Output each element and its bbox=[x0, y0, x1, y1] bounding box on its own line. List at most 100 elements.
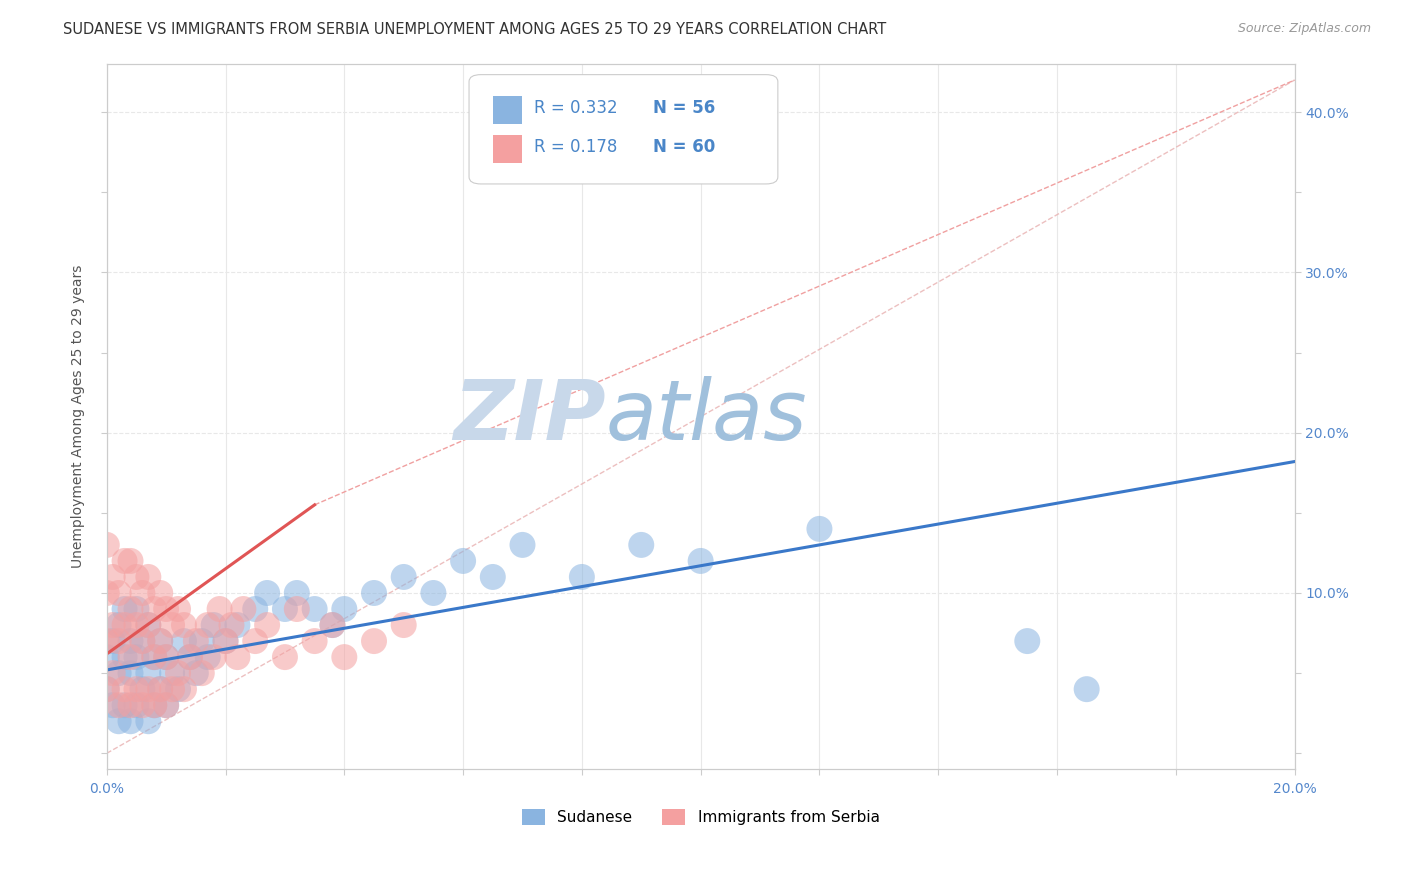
Point bbox=[321, 618, 343, 632]
Text: R = 0.332: R = 0.332 bbox=[534, 100, 619, 118]
Point bbox=[226, 618, 249, 632]
Point bbox=[167, 682, 190, 697]
Point bbox=[274, 650, 297, 665]
Text: ZIP: ZIP bbox=[453, 376, 606, 458]
Point bbox=[125, 650, 148, 665]
Text: R = 0.178: R = 0.178 bbox=[534, 138, 617, 156]
Point bbox=[167, 666, 190, 681]
Point bbox=[101, 618, 124, 632]
Point bbox=[101, 666, 124, 681]
Point bbox=[96, 650, 118, 665]
Point bbox=[107, 618, 129, 632]
Point bbox=[1076, 682, 1098, 697]
Point bbox=[125, 570, 148, 584]
Point bbox=[179, 650, 201, 665]
Point bbox=[197, 650, 219, 665]
Point bbox=[208, 602, 231, 616]
FancyBboxPatch shape bbox=[470, 75, 778, 184]
Point bbox=[321, 618, 343, 632]
Point bbox=[304, 602, 326, 616]
Point bbox=[221, 618, 243, 632]
Point bbox=[191, 666, 214, 681]
Point bbox=[256, 618, 278, 632]
Point bbox=[120, 554, 142, 568]
Point bbox=[143, 602, 166, 616]
Point bbox=[96, 634, 118, 648]
Point bbox=[96, 538, 118, 552]
Point bbox=[114, 650, 136, 665]
Point bbox=[155, 602, 177, 616]
Point bbox=[155, 698, 177, 713]
Point bbox=[245, 602, 267, 616]
Point bbox=[333, 602, 356, 616]
Point bbox=[160, 666, 183, 681]
Point bbox=[120, 650, 142, 665]
Point bbox=[138, 714, 160, 729]
Point bbox=[149, 586, 172, 600]
Point bbox=[120, 698, 142, 713]
Point bbox=[1017, 634, 1039, 648]
Point bbox=[138, 570, 160, 584]
Point bbox=[689, 554, 711, 568]
Point bbox=[149, 634, 172, 648]
Point bbox=[114, 682, 136, 697]
Point bbox=[167, 602, 190, 616]
Point bbox=[808, 522, 831, 536]
Point bbox=[285, 602, 308, 616]
Point bbox=[96, 682, 118, 697]
Point bbox=[173, 634, 195, 648]
Point bbox=[202, 618, 225, 632]
Point bbox=[512, 538, 534, 552]
Point bbox=[160, 618, 183, 632]
Point bbox=[184, 666, 207, 681]
Text: atlas: atlas bbox=[606, 376, 807, 458]
Point bbox=[143, 698, 166, 713]
Point bbox=[143, 650, 166, 665]
Point bbox=[333, 650, 356, 665]
Point bbox=[155, 650, 177, 665]
Point bbox=[107, 634, 129, 648]
Point bbox=[131, 634, 153, 648]
Text: SUDANESE VS IMMIGRANTS FROM SERBIA UNEMPLOYMENT AMONG AGES 25 TO 29 YEARS CORREL: SUDANESE VS IMMIGRANTS FROM SERBIA UNEMP… bbox=[63, 22, 887, 37]
Point bbox=[197, 618, 219, 632]
Point bbox=[481, 570, 503, 584]
Y-axis label: Unemployment Among Ages 25 to 29 years: Unemployment Among Ages 25 to 29 years bbox=[72, 265, 86, 568]
Point bbox=[131, 682, 153, 697]
Point bbox=[101, 634, 124, 648]
Point bbox=[131, 634, 153, 648]
Point bbox=[143, 698, 166, 713]
Point bbox=[363, 634, 385, 648]
Point bbox=[138, 618, 160, 632]
Point bbox=[125, 618, 148, 632]
Point bbox=[138, 666, 160, 681]
Point bbox=[256, 586, 278, 600]
Point bbox=[143, 650, 166, 665]
Point bbox=[155, 698, 177, 713]
Point bbox=[226, 650, 249, 665]
Legend: Sudanese, Immigrants from Serbia: Sudanese, Immigrants from Serbia bbox=[522, 809, 880, 825]
Point bbox=[149, 682, 172, 697]
Point bbox=[114, 618, 136, 632]
Text: N = 56: N = 56 bbox=[654, 100, 716, 118]
Point bbox=[125, 682, 148, 697]
Point bbox=[138, 618, 160, 632]
Text: N = 60: N = 60 bbox=[654, 138, 716, 156]
Point bbox=[392, 618, 415, 632]
Point bbox=[107, 698, 129, 713]
Point bbox=[149, 634, 172, 648]
Text: Source: ZipAtlas.com: Source: ZipAtlas.com bbox=[1237, 22, 1371, 36]
Point bbox=[101, 698, 124, 713]
Point bbox=[214, 634, 236, 648]
Point bbox=[392, 570, 415, 584]
Point bbox=[114, 554, 136, 568]
Point bbox=[107, 666, 129, 681]
Point bbox=[120, 714, 142, 729]
Point bbox=[125, 602, 148, 616]
Point bbox=[160, 682, 183, 697]
Point bbox=[245, 634, 267, 648]
Point bbox=[149, 682, 172, 697]
Point bbox=[173, 618, 195, 632]
Point bbox=[179, 650, 201, 665]
Point bbox=[120, 666, 142, 681]
Point bbox=[155, 650, 177, 665]
